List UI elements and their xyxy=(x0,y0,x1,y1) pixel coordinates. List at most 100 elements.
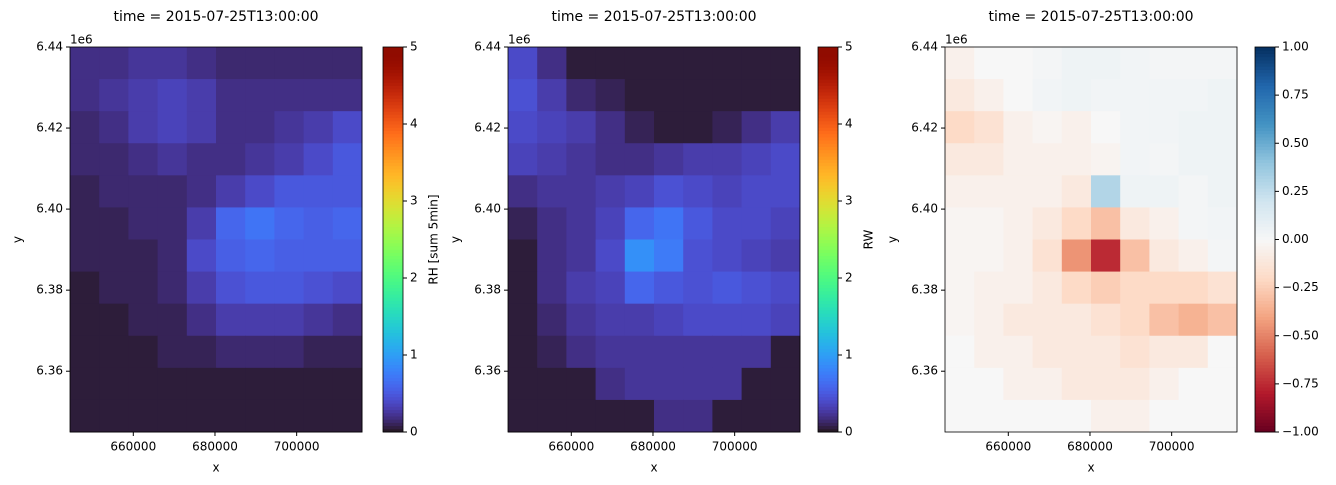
colorbar-segment xyxy=(1255,124,1275,128)
heatmap-cell xyxy=(1003,271,1034,305)
colorbar-segment xyxy=(818,245,838,250)
colorbar-segment xyxy=(383,168,403,173)
colorbar-segment xyxy=(383,326,403,330)
heatmap-cell xyxy=(770,207,801,240)
colorbar-segment xyxy=(818,229,838,234)
heatmap-cell xyxy=(216,79,246,112)
colorbar-segment xyxy=(383,181,403,186)
heatmap-cell xyxy=(70,175,100,208)
colorbar-tick-label: −0.25 xyxy=(1282,280,1319,294)
colorbar-segment xyxy=(1255,335,1275,340)
colorbar-segment xyxy=(818,114,838,119)
heatmap-cell xyxy=(624,207,655,240)
colorbar-segment xyxy=(383,201,403,205)
heatmap-cell xyxy=(186,143,217,176)
x-tick-label: 660000 xyxy=(548,440,594,454)
colorbar-segment xyxy=(383,374,403,378)
heatmap-cell xyxy=(1091,111,1121,144)
heatmap-cell xyxy=(974,143,1004,176)
colorbar-segment xyxy=(383,322,403,327)
heatmap-cell xyxy=(332,47,363,80)
colorbar-segment xyxy=(818,383,838,388)
heatmap-cell xyxy=(1003,303,1034,337)
colorbar-segment xyxy=(818,120,838,125)
heatmap-cell xyxy=(128,239,159,273)
colorbar-segment xyxy=(818,168,838,173)
colorbar-segment xyxy=(1255,184,1275,189)
colorbar-segment xyxy=(1255,101,1275,106)
heatmap-cell xyxy=(1149,367,1180,401)
heatmap-cell xyxy=(624,111,655,144)
colorbar-segment xyxy=(818,207,838,212)
colorbar-segment xyxy=(818,226,838,231)
heatmap-cell xyxy=(537,335,567,369)
heatmap-cell xyxy=(1032,111,1063,144)
heatmap-cell xyxy=(537,207,567,240)
heatmap-cell xyxy=(303,239,334,273)
colorbar-segment xyxy=(1255,268,1275,273)
colorbar-segment xyxy=(1255,374,1275,378)
heatmap-cell xyxy=(99,207,129,240)
heatmap-cell xyxy=(770,111,801,144)
heatmap-cell xyxy=(595,271,626,305)
colorbar-segment xyxy=(383,249,403,253)
colorbar-segment xyxy=(383,425,403,430)
heatmap-cell xyxy=(332,271,363,305)
heatmap-cell xyxy=(245,271,275,305)
colorbar-segment xyxy=(818,223,838,228)
colorbar-segment xyxy=(383,107,403,112)
heatmap-cell xyxy=(303,111,334,144)
colorbar-segment xyxy=(818,98,838,103)
heatmap-cell xyxy=(128,143,159,176)
colorbar-segment xyxy=(383,140,403,144)
colorbar-segment xyxy=(383,95,403,99)
colorbar-segment xyxy=(383,364,403,369)
heatmap-cell xyxy=(683,367,713,401)
heatmap-cell xyxy=(245,399,275,433)
heatmap-cell xyxy=(537,239,567,273)
colorbar-segment xyxy=(1255,316,1275,321)
colorbar-segment xyxy=(383,53,403,58)
heatmap-cell xyxy=(712,271,743,305)
heatmap-cell xyxy=(1207,143,1238,176)
colorbar-segment xyxy=(1255,387,1275,391)
heatmap-cell xyxy=(1149,399,1180,433)
y-offset: 1e6 xyxy=(945,33,968,47)
heatmap-cell xyxy=(741,79,772,112)
heatmap-cell xyxy=(1149,175,1180,208)
colorbar-tick-label: 1 xyxy=(845,348,853,362)
heatmap-cell xyxy=(1091,79,1121,112)
heatmap-cell xyxy=(245,367,275,401)
colorbar-segment xyxy=(1255,367,1275,372)
colorbar-segment xyxy=(1255,403,1275,407)
heatmap-cell xyxy=(508,239,538,273)
colorbar-segment xyxy=(1255,82,1275,86)
heatmap-cell xyxy=(274,79,305,112)
heatmap-cell xyxy=(1061,207,1092,240)
colorbar-segment xyxy=(383,409,403,414)
heatmap-cell xyxy=(274,143,305,176)
heatmap-cell xyxy=(1207,47,1238,80)
colorbar-segment xyxy=(1255,229,1275,234)
heatmap-cell xyxy=(624,335,655,369)
colorbar-segment xyxy=(1255,319,1275,324)
colorbar-segment xyxy=(383,313,403,317)
colorbar-segment xyxy=(818,217,838,221)
colorbar-tick-label: 0.00 xyxy=(1282,232,1309,246)
title: time = 2015-07-25T13:00:00 xyxy=(988,9,1193,25)
colorbar-segment xyxy=(383,85,403,90)
colorbar-segment xyxy=(383,127,403,131)
heatmap-cell xyxy=(537,79,567,112)
colorbar-segment xyxy=(818,326,838,330)
heatmap-cell xyxy=(1207,175,1238,208)
colorbar-segment xyxy=(383,146,403,151)
heatmap-cell xyxy=(1178,367,1209,401)
colorbar-segment xyxy=(383,220,403,224)
colorbar-segment xyxy=(1255,258,1275,263)
heatmap-cell xyxy=(741,303,772,337)
colorbar-segment xyxy=(818,396,838,401)
heatmap-cell xyxy=(1207,367,1238,401)
heatmap-cell xyxy=(99,367,129,401)
colorbar-segment xyxy=(818,233,838,237)
